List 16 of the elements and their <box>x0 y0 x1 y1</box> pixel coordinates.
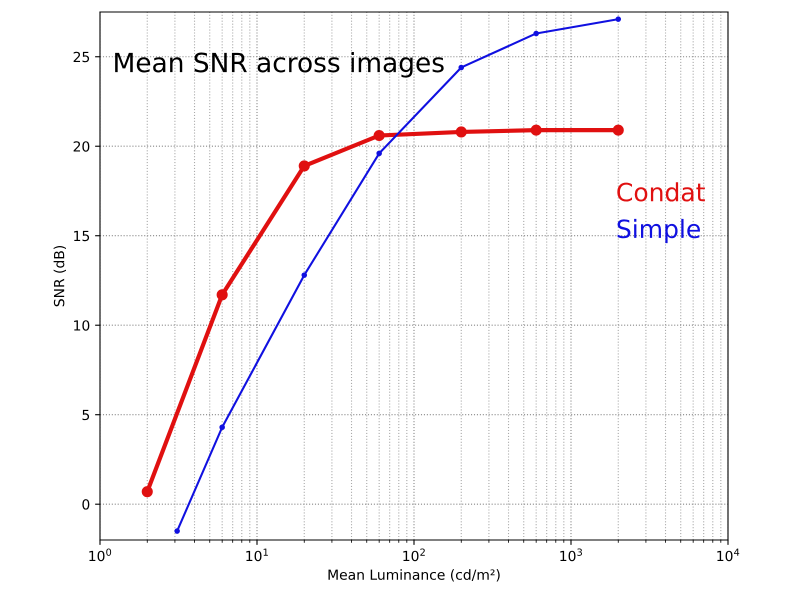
y-tick-label: 5 <box>82 410 90 420</box>
x-tick-label: 10$^{3}$ <box>560 548 582 562</box>
x-tick-label: 10$^{0}$ <box>89 548 112 562</box>
x-tick-label: 10$^{1}$ <box>246 548 268 562</box>
text: Mean SNR across images <box>115 52 444 78</box>
series-label: Condat <box>617 182 705 202</box>
y-tick-label: 25 <box>74 52 90 62</box>
x-tick-label: 10$^{2}$ <box>403 548 425 562</box>
y-tick-label: 10 <box>74 320 90 331</box>
y-axis-title: SNR (dB) <box>54 246 66 306</box>
text: Simple <box>618 218 700 244</box>
y-tick-label: 0 <box>82 499 90 510</box>
x-axis-title: Mean Luminance (cd/m²) <box>328 569 500 582</box>
y-tick-label: 15 <box>74 230 90 242</box>
y-tick-label: 20 <box>74 141 90 152</box>
x-tick-label: 10$^{4}$ <box>717 548 740 562</box>
